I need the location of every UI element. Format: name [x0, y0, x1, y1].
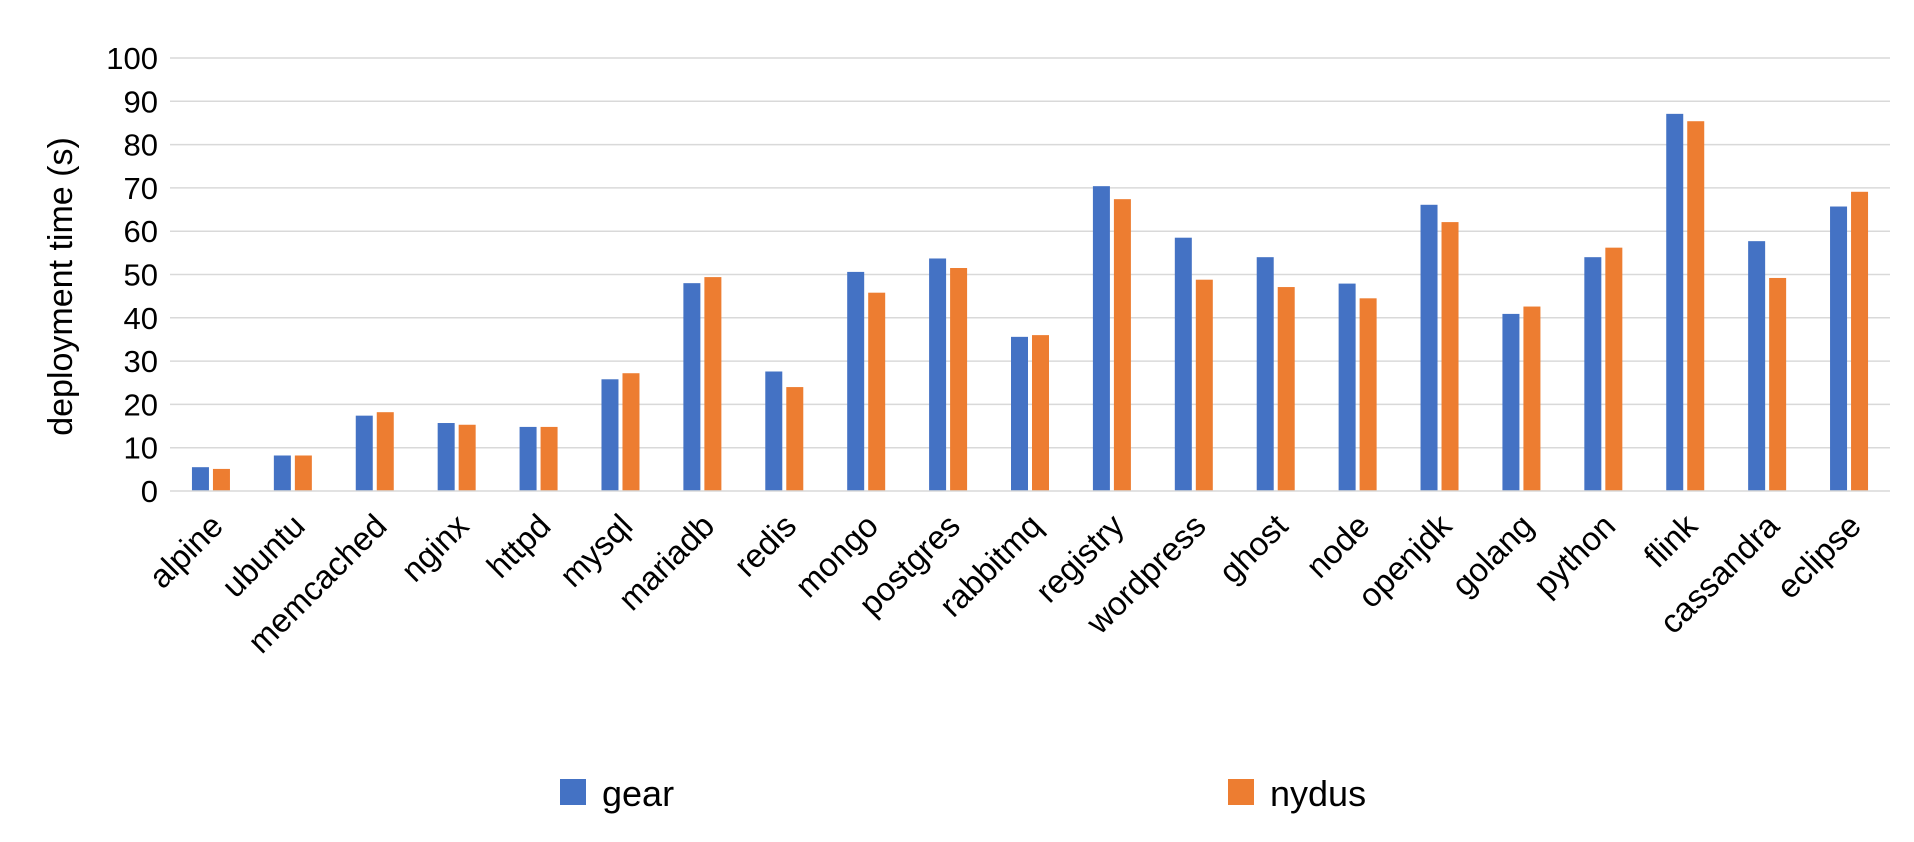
x-tick-label-redis: redis: [726, 507, 803, 584]
legend-label-gear: gear: [602, 773, 674, 814]
x-tick-label-httpd: httpd: [479, 507, 557, 585]
x-tick-label-python: python: [1526, 507, 1622, 603]
x-tick-label-flink: flink: [1637, 506, 1705, 574]
bar-nydus-flink: [1687, 121, 1705, 491]
bar-nydus-openjdk: [1441, 222, 1459, 491]
bar-gear-golang: [1502, 313, 1520, 491]
y-axis-ticks: 0 10 20 30 40 50 60 70 80 90 100: [106, 41, 158, 509]
bar-nydus-memcached: [376, 412, 394, 491]
bar-gear-nginx: [437, 423, 455, 491]
bar-gear-mongo: [847, 271, 865, 491]
x-tick-label-ghost: ghost: [1211, 507, 1294, 590]
bar-nydus-alpine: [212, 468, 230, 491]
legend-swatch-gear: [560, 779, 586, 805]
y-tick-label: 10: [124, 431, 158, 466]
bar-gear-eclipse: [1830, 206, 1848, 492]
y-axis-title: deployment time (s): [42, 137, 80, 436]
y-tick-label: 20: [124, 387, 158, 422]
x-tick-label-alpine: alpine: [141, 507, 229, 595]
bar-nydus-registry: [1113, 199, 1131, 491]
bar-nydus-postgres: [950, 268, 968, 491]
bar-gear-wordpress: [1174, 237, 1192, 491]
bar-nydus-wordpress: [1195, 279, 1213, 491]
y-tick-label: 60: [124, 214, 158, 249]
bars: [191, 113, 1869, 492]
bar-gear-cassandra: [1748, 241, 1766, 491]
x-tick-label-openjdk: openjdk: [1351, 506, 1459, 614]
y-tick-label: 70: [124, 171, 158, 206]
x-tick-label-eclipse: eclipse: [1769, 507, 1868, 606]
y-tick-label: 0: [141, 474, 158, 509]
bar-gear-openjdk: [1420, 204, 1438, 492]
bar-nydus-cassandra: [1769, 277, 1787, 491]
bar-nydus-mysql: [622, 373, 640, 491]
bar-nydus-eclipse: [1851, 191, 1869, 491]
bar-gear-memcached: [355, 415, 373, 491]
bar-nydus-rabbitmq: [1032, 335, 1049, 491]
x-tick-label-nginx: nginx: [394, 506, 476, 588]
legend-swatch-nydus: [1228, 779, 1254, 805]
gridlines: [170, 57, 1890, 449]
bar-nydus-redis: [786, 387, 804, 491]
legend: gear nydus: [560, 773, 1366, 814]
bar-gear-httpd: [519, 426, 537, 491]
bar-nydus-mariadb: [704, 277, 722, 491]
bar-nydus-nginx: [458, 424, 476, 491]
y-tick-label: 90: [124, 84, 158, 119]
legend-label-nydus: nydus: [1270, 773, 1366, 814]
bar-gear-ghost: [1256, 257, 1274, 491]
bar-gear-alpine: [191, 467, 209, 491]
y-tick-label: 80: [124, 128, 158, 163]
bar-nydus-ghost: [1277, 287, 1295, 491]
bar-gear-redis: [765, 371, 783, 491]
y-tick-label: 30: [124, 344, 158, 379]
y-tick-label: 50: [124, 258, 158, 293]
bar-nydus-node: [1359, 298, 1377, 491]
bar-gear-node: [1338, 283, 1356, 491]
bar-gear-ubuntu: [273, 455, 291, 491]
bar-nydus-ubuntu: [294, 455, 312, 491]
bar-nydus-mongo: [868, 292, 886, 491]
bar-gear-registry: [1092, 186, 1110, 491]
bar-nydus-python: [1605, 247, 1623, 491]
bar-gear-python: [1584, 257, 1602, 491]
bar-gear-rabbitmq: [1011, 336, 1028, 491]
bar-gear-flink: [1666, 113, 1684, 492]
x-tick-label-golang: golang: [1444, 507, 1540, 603]
bar-nydus-httpd: [540, 426, 558, 491]
y-tick-label: 100: [106, 41, 158, 76]
bar-nydus-golang: [1523, 306, 1541, 491]
bar-gear-mariadb: [683, 283, 701, 491]
bar-gear-mysql: [601, 379, 619, 491]
y-tick-label: 40: [124, 301, 158, 336]
bar-gear-postgres: [929, 258, 947, 491]
